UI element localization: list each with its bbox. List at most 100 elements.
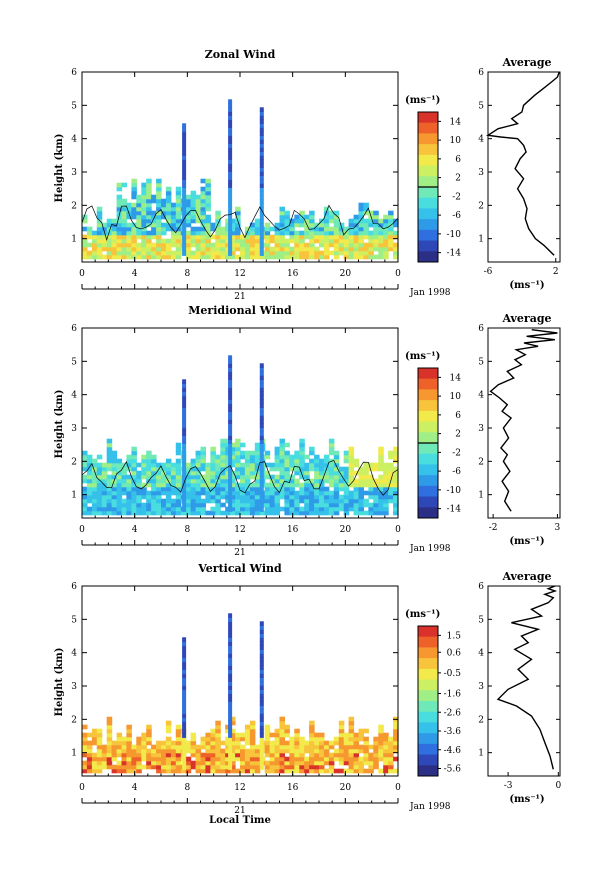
heatmap-cell <box>363 474 369 480</box>
heatmap-cell <box>182 247 187 252</box>
heatmap-cell <box>279 760 285 766</box>
heatmap-cell <box>388 740 394 746</box>
heatmap-cell <box>228 399 233 404</box>
heatmap-cell <box>309 502 315 508</box>
heatmap-cell <box>235 732 241 738</box>
heatmap-cell <box>182 383 187 388</box>
heatmap-cell <box>294 764 300 770</box>
heatmap-cell <box>279 214 285 220</box>
heatmap-cell <box>170 250 177 256</box>
heatmap-cell <box>210 760 216 766</box>
heatmap-cell <box>304 230 310 236</box>
heatmap-cell <box>294 748 300 754</box>
heatmap-cell <box>328 238 335 244</box>
heatmap-cell <box>106 756 113 762</box>
heatmap-cell <box>121 210 127 216</box>
heatmap-cell <box>388 494 394 500</box>
heatmap-cell <box>368 764 374 770</box>
heatmap-cell <box>378 226 384 232</box>
heatmap-cell <box>299 454 305 460</box>
heatmap-cell <box>249 760 256 766</box>
heatmap-cell <box>284 756 290 762</box>
profile-x-tick-label: -3 <box>504 781 513 791</box>
heatmap-cell <box>244 736 251 742</box>
heatmap-cell <box>348 450 355 456</box>
heatmap-cell <box>353 214 360 220</box>
heatmap-cell <box>96 238 103 244</box>
heatmap-cell <box>358 494 364 500</box>
heatmap-cell <box>230 222 236 228</box>
heatmap-cell <box>358 768 364 774</box>
heatmap-cell <box>393 454 399 460</box>
heatmap-cell <box>228 219 233 224</box>
heatmap-cell <box>220 502 226 508</box>
heatmap-cell <box>228 491 233 496</box>
heatmap-cell <box>343 740 350 746</box>
heatmap-cell <box>121 250 127 256</box>
heatmap-cell <box>358 466 364 472</box>
colorbar-tick-label: 1.5 <box>447 631 462 641</box>
heatmap-cell <box>220 246 226 252</box>
heatmap-cell <box>254 446 261 452</box>
heatmap-cell <box>228 507 233 512</box>
heatmap-cell <box>378 752 384 758</box>
heatmap-cell <box>225 470 231 476</box>
heatmap-cell <box>91 250 98 256</box>
colorbar-tick-label: -5.6 <box>444 765 462 775</box>
heatmap-cell <box>289 482 295 488</box>
heatmap-cell <box>165 510 172 516</box>
heatmap-cell <box>185 238 192 244</box>
heatmap-cell <box>388 744 394 750</box>
heatmap-cell <box>259 749 264 754</box>
heatmap-cell <box>195 234 202 240</box>
heatmap-cell <box>299 482 305 488</box>
heatmap-cell <box>182 669 187 674</box>
heatmap-cell <box>348 764 355 770</box>
heatmap-cell <box>259 451 264 456</box>
heatmap-cell <box>205 466 211 472</box>
heatmap-cell <box>244 724 251 730</box>
heatmap-cell <box>200 764 206 770</box>
heatmap-cell <box>259 510 266 516</box>
heatmap-cell <box>161 206 167 212</box>
heatmap-cell <box>205 474 211 480</box>
heatmap-cell <box>228 163 233 168</box>
heatmap-cell <box>254 506 261 512</box>
heatmap-cell <box>111 756 118 762</box>
heatmap-cell <box>175 752 182 758</box>
heatmap-cell <box>151 230 157 236</box>
heatmap-cell <box>363 736 369 742</box>
heatmap-cell <box>319 226 325 232</box>
heatmap-cell <box>86 748 93 754</box>
heatmap-cell <box>131 254 137 260</box>
heatmap-cell <box>116 242 123 248</box>
heatmap-cell <box>131 210 137 216</box>
heatmap-cell <box>141 222 147 228</box>
heatmap-cell <box>259 179 264 184</box>
heatmap-cell <box>151 486 157 492</box>
heatmap-cell <box>319 498 325 504</box>
heatmap-cell <box>86 494 93 500</box>
heatmap-cell <box>259 761 264 766</box>
heatmap-cell <box>228 411 233 416</box>
heatmap-cell <box>343 498 350 504</box>
heatmap-cell <box>101 756 108 762</box>
heatmap-cell <box>309 250 315 256</box>
heatmap-cell <box>393 720 399 726</box>
heatmap-cell <box>126 736 132 742</box>
heatmap-cell <box>378 736 384 742</box>
heatmap-cell <box>170 254 177 260</box>
heatmap-cell <box>101 490 108 496</box>
y-tick-label: 2 <box>71 201 77 211</box>
heatmap-cell <box>182 657 187 662</box>
heatmap-cell <box>175 458 182 464</box>
heatmap-cell <box>126 458 132 464</box>
heatmap-cell <box>170 230 177 236</box>
heatmap-cell <box>146 198 152 204</box>
heatmap-cell <box>156 482 162 488</box>
heatmap-cell <box>141 732 147 738</box>
heatmap-cell <box>195 218 202 224</box>
heatmap-cell <box>175 214 182 220</box>
heatmap-cell <box>393 744 399 750</box>
heatmap-cell <box>185 214 192 220</box>
